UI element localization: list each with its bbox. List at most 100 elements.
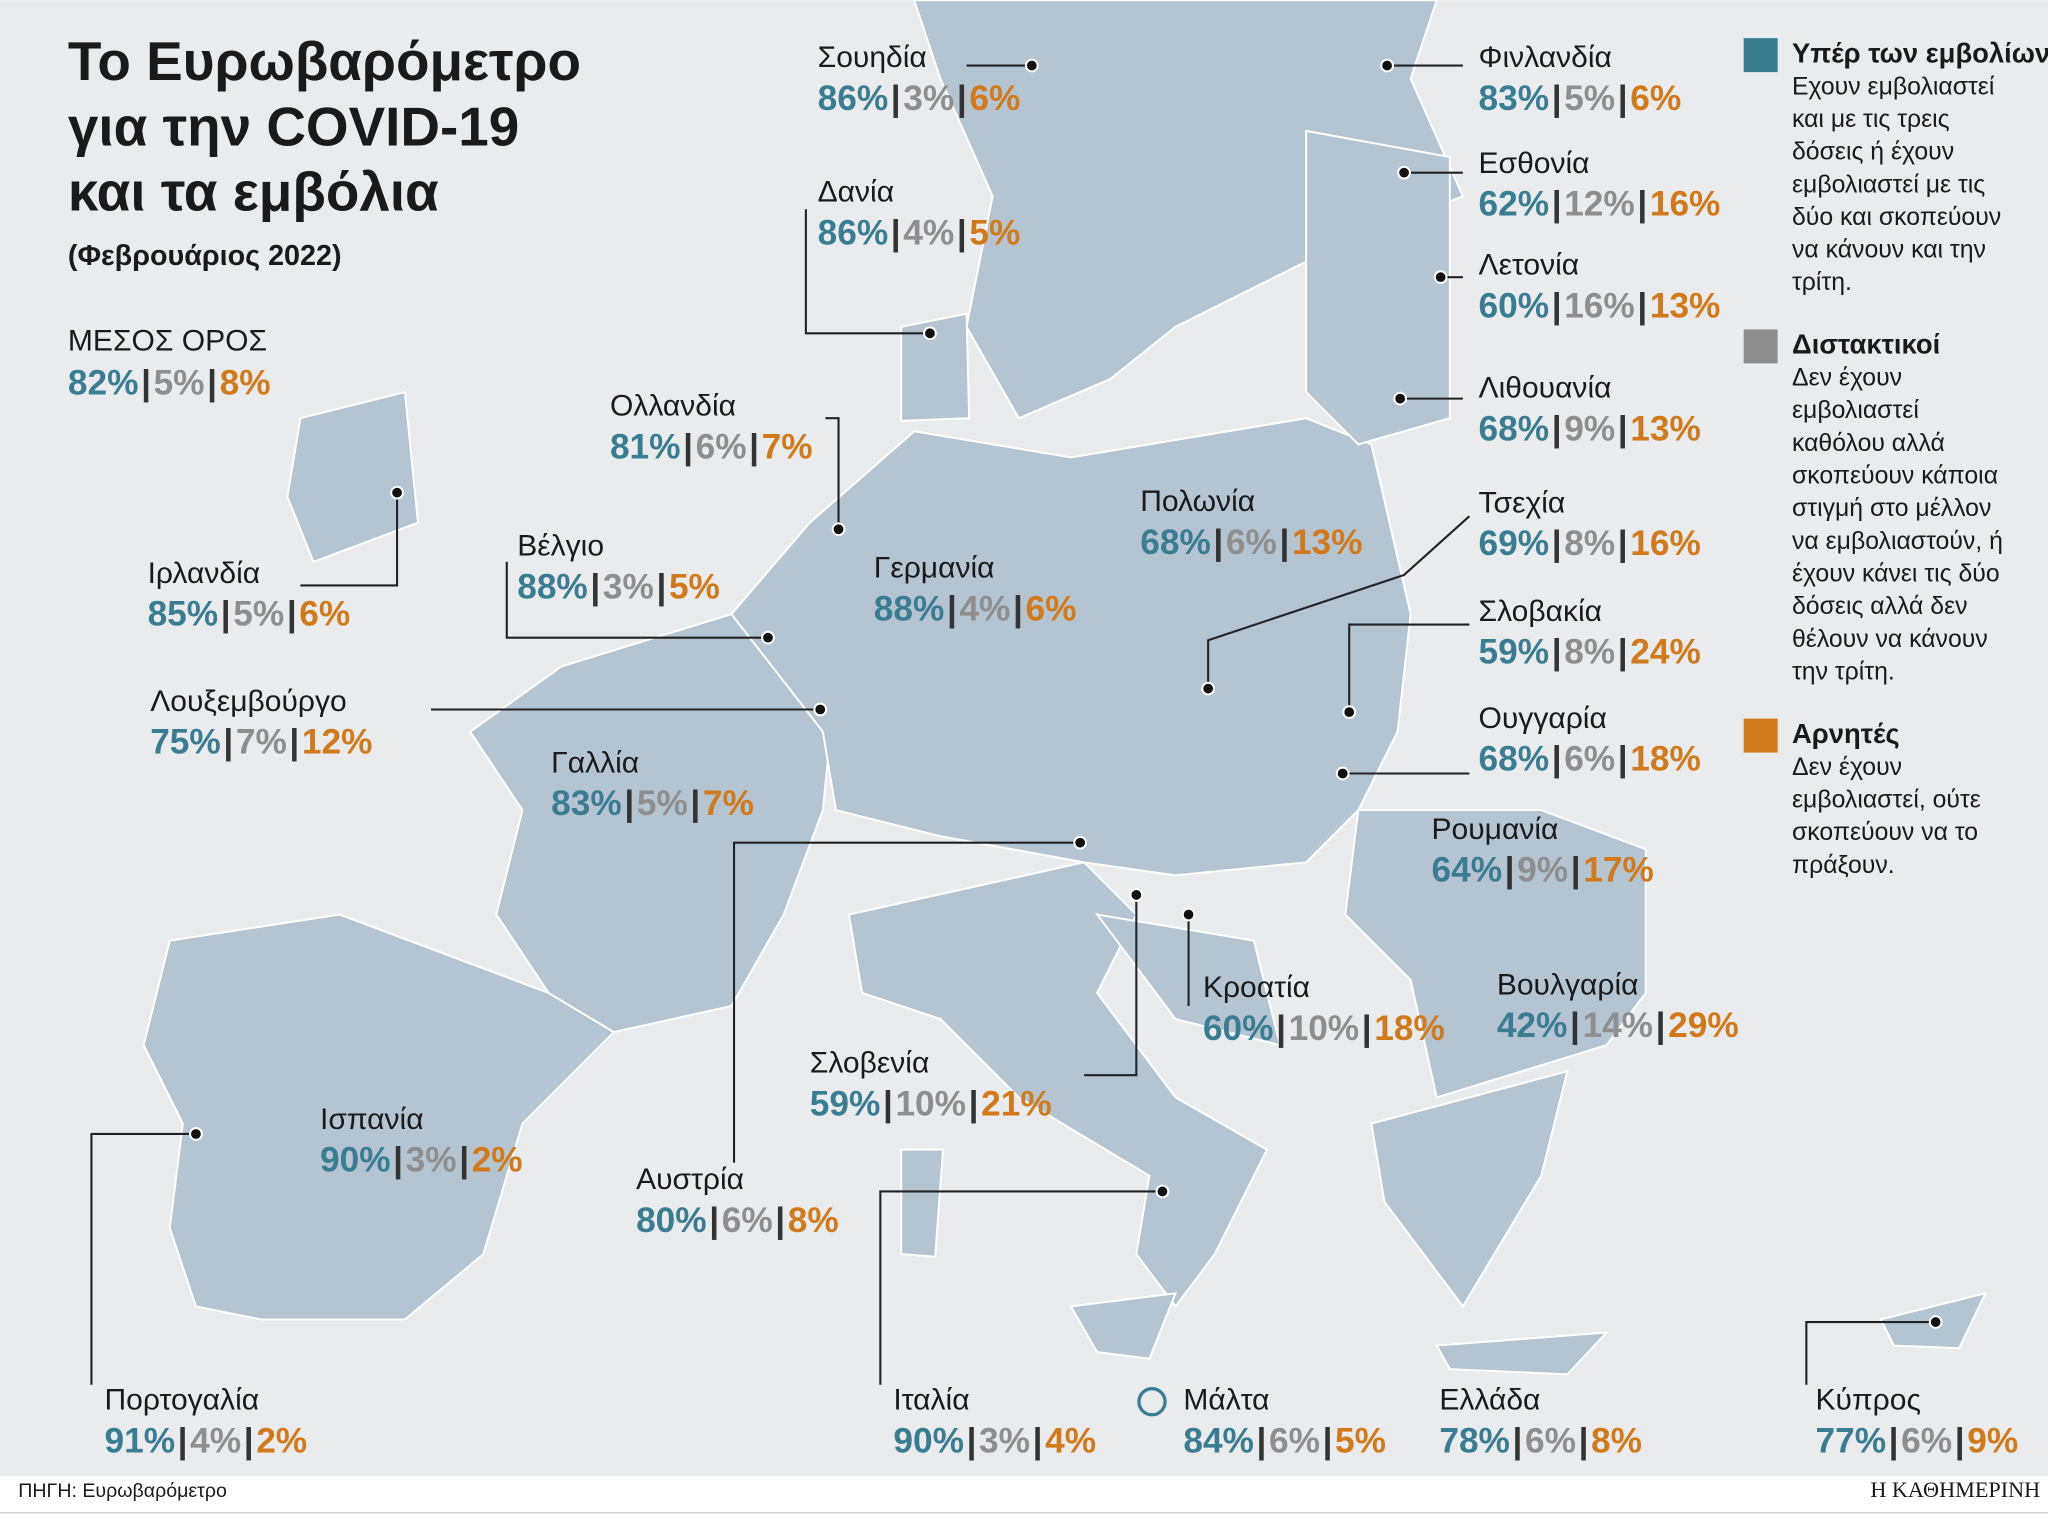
percentage: 69% [1479, 525, 1550, 564]
separator: | [1552, 525, 1562, 564]
percentage: 6% [696, 428, 747, 467]
percentage: 7% [762, 428, 813, 467]
percentage: 86% [818, 79, 889, 118]
land [1435, 1331, 1609, 1376]
legend-text: να κάνουν και την [1792, 237, 1986, 264]
value-row: 80%|6%|8% [636, 1201, 839, 1240]
separator: | [891, 214, 901, 253]
percentage: 6% [1564, 740, 1615, 779]
percentage: 5% [154, 364, 205, 403]
value-row: 81%|6%|7% [610, 428, 813, 467]
separator: | [244, 1422, 254, 1461]
leader-line [1805, 1321, 1936, 1385]
country-name: Ιρλανδία [148, 557, 261, 590]
percentage: 3% [406, 1141, 457, 1180]
country-name: Γερμανία [874, 552, 995, 585]
leader-line [90, 1132, 196, 1385]
percentage: 3% [979, 1422, 1030, 1461]
percentage: 29% [1668, 1006, 1739, 1045]
separator: | [891, 79, 901, 118]
separator: | [957, 79, 967, 118]
percentage: 8% [788, 1201, 839, 1240]
separator: | [459, 1141, 469, 1180]
percentage: 60% [1479, 287, 1550, 326]
location-ring [1137, 1387, 1167, 1417]
country-name: Σλοβενία [810, 1047, 930, 1080]
location-dot [1201, 681, 1216, 696]
legend-text: Δεν έχουν [1792, 754, 1902, 781]
separator: | [1570, 1006, 1580, 1045]
country-name: Ουγγαρία [1479, 702, 1607, 735]
separator: | [1618, 740, 1628, 779]
percentage: 5% [1335, 1422, 1386, 1461]
separator: | [1013, 590, 1023, 629]
separator: | [1552, 185, 1562, 224]
value-row: 60%|10%|18% [1203, 1009, 1445, 1048]
land [1069, 1292, 1178, 1360]
percentage: 16% [1564, 287, 1635, 326]
location-dot [189, 1127, 203, 1141]
separator: | [775, 1201, 785, 1240]
legend-text: έχουν κάνει τις δύο [1792, 561, 2000, 588]
leader-line [732, 841, 1081, 1163]
percentage: 16% [1630, 525, 1701, 564]
separator: | [947, 590, 957, 629]
separator: | [690, 784, 700, 823]
percentage: 10% [1289, 1009, 1360, 1048]
separator: | [624, 784, 634, 823]
value-row: 68%|6%|18% [1479, 740, 1701, 779]
legend-text: πράξουν. [1792, 852, 1895, 879]
country-name: Λετονία [1479, 249, 1580, 282]
separator: | [289, 723, 299, 762]
percentage: 12% [302, 723, 373, 762]
location-dot [813, 702, 828, 717]
legend-text: δόσεις αλλά δεν [1792, 593, 1968, 620]
location-dot [1335, 766, 1350, 781]
percentage: 68% [1479, 740, 1550, 779]
country-name: Φινλανδία [1479, 41, 1612, 74]
location-dot [390, 485, 404, 500]
map-shapes [142, 0, 1988, 1376]
percentage: 88% [874, 590, 945, 629]
value-row: 78%|6%|8% [1439, 1422, 1642, 1461]
separator: | [287, 595, 297, 634]
separator: | [1552, 633, 1562, 672]
value-row: 84%|6%|5% [1183, 1422, 1386, 1461]
leader-line [879, 1190, 1163, 1385]
land [1305, 129, 1451, 446]
percentage: 7% [236, 723, 287, 762]
land [730, 417, 1412, 877]
footer-band [0, 1476, 2048, 1530]
percentage: 75% [150, 723, 221, 762]
percentage: 83% [551, 784, 622, 823]
percentage: 59% [810, 1085, 881, 1124]
location-dot [1928, 1315, 1943, 1329]
country-name: Ελλάδα [1439, 1384, 1540, 1417]
percentage: 24% [1630, 633, 1701, 672]
value-row: 75%|7%|12% [150, 723, 372, 762]
percentage: 68% [1140, 523, 1211, 562]
percentage: 9% [1967, 1422, 2018, 1461]
separator: | [221, 595, 231, 634]
legend-swatch [1743, 38, 1778, 73]
separator: | [1552, 287, 1562, 326]
value-row: 59%|8%|24% [1479, 633, 1701, 672]
percentage: 3% [903, 79, 954, 118]
country-name: Ισπανία [320, 1103, 424, 1136]
percentage: 5% [969, 214, 1020, 253]
percentage: 5% [669, 568, 720, 607]
percentage: 60% [1203, 1009, 1274, 1048]
value-row: 90%|3%|4% [893, 1422, 1096, 1461]
separator: | [1637, 185, 1647, 224]
value-row: 83%|5%|6% [1479, 79, 1682, 118]
separator: | [749, 428, 759, 467]
percentage: 2% [256, 1422, 307, 1461]
country-name: Κροατία [1203, 971, 1310, 1004]
separator: | [1362, 1009, 1372, 1048]
separator: | [1656, 1006, 1666, 1045]
source: ΠΗΓΗ: Ευρωβαρόμετρο [18, 1480, 227, 1502]
value-row: 90%|3%|2% [320, 1141, 523, 1180]
percentage: 81% [610, 428, 681, 467]
separator: | [1579, 1422, 1589, 1461]
percentage: 85% [148, 595, 219, 634]
